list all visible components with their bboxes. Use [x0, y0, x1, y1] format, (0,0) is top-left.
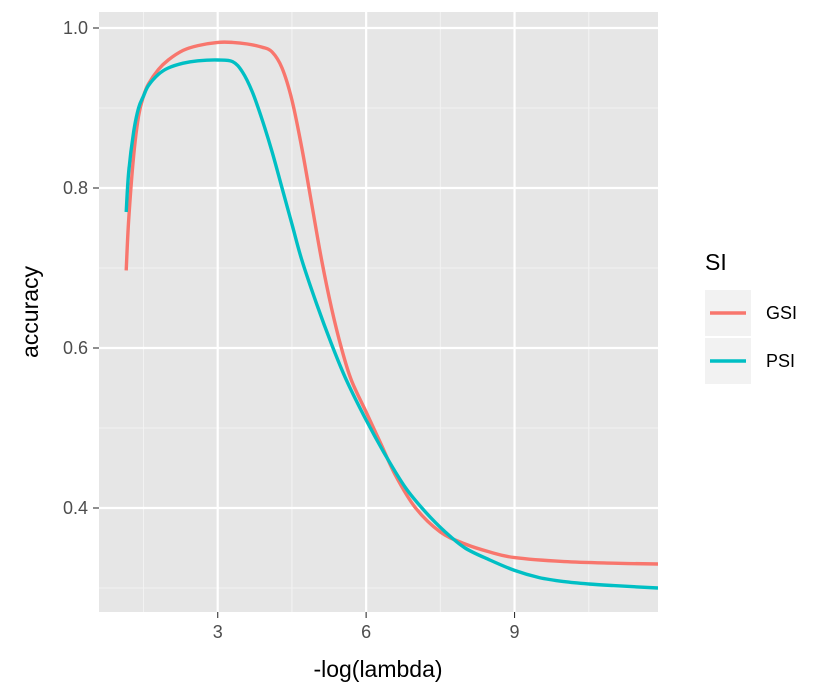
y-axis-title: accuracy [17, 265, 43, 358]
panel-background [99, 12, 658, 612]
legend-label-psi: PSI [766, 351, 795, 371]
y-axis-ticks: 0.4 0.6 0.8 1.0 [63, 18, 99, 518]
series-lines [124, 40, 658, 590]
y-tick-label: 1.0 [63, 18, 88, 38]
minor-gridlines [99, 12, 658, 612]
legend: SI GSI PSI [705, 249, 797, 384]
x-tick-label: 3 [213, 622, 223, 642]
y-tick-label: 0.8 [63, 178, 88, 198]
x-axis-title: -log(lambda) [313, 656, 442, 682]
x-tick-label: 6 [361, 622, 371, 642]
y-tick-label: 0.4 [63, 498, 88, 518]
x-axis-ticks: 3 6 9 [213, 612, 520, 642]
y-tick-label: 0.6 [63, 338, 88, 358]
series-line-psi [124, 58, 658, 590]
x-tick-label: 9 [510, 622, 520, 642]
major-gridlines [99, 12, 658, 612]
legend-label-gsi: GSI [766, 303, 797, 323]
legend-title: SI [705, 249, 727, 275]
